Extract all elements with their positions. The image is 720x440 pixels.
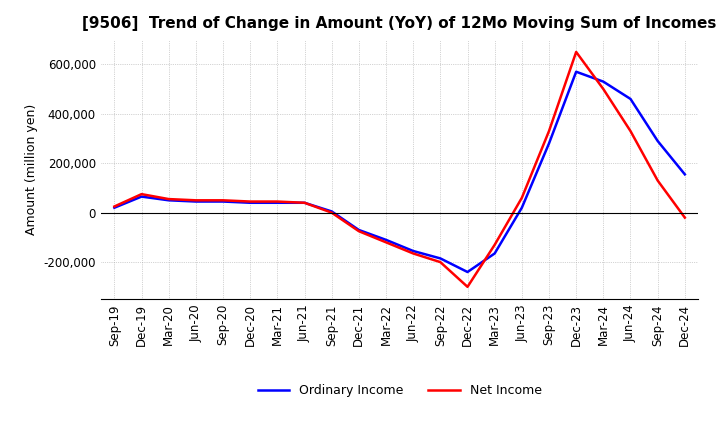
- Net Income: [436, 260, 445, 265]
- Net Income: [680, 215, 689, 220]
- Line: Net Income: Net Income: [114, 52, 685, 287]
- Net Income: [572, 49, 580, 55]
- Net Income: [219, 198, 228, 203]
- Net Income: [246, 199, 255, 204]
- Net Income: [653, 178, 662, 183]
- Ordinary Income: [273, 200, 282, 205]
- Net Income: [300, 200, 309, 205]
- Net Income: [192, 198, 200, 203]
- Ordinary Income: [354, 227, 363, 233]
- Ordinary Income: [436, 256, 445, 261]
- Ordinary Income: [653, 138, 662, 143]
- Net Income: [328, 210, 336, 215]
- Ordinary Income: [138, 194, 146, 199]
- Net Income: [490, 242, 499, 247]
- Net Income: [164, 196, 173, 202]
- Ordinary Income: [463, 269, 472, 275]
- Ordinary Income: [192, 199, 200, 204]
- Ordinary Income: [572, 69, 580, 74]
- Net Income: [545, 128, 554, 134]
- Ordinary Income: [219, 199, 228, 204]
- Ordinary Income: [246, 200, 255, 205]
- Ordinary Income: [382, 237, 390, 242]
- Ordinary Income: [409, 248, 418, 253]
- Net Income: [626, 128, 635, 134]
- Ordinary Income: [328, 209, 336, 214]
- Net Income: [518, 195, 526, 201]
- Ordinary Income: [599, 79, 608, 84]
- Net Income: [110, 204, 119, 209]
- Net Income: [273, 199, 282, 204]
- Net Income: [354, 228, 363, 234]
- Ordinary Income: [300, 200, 309, 205]
- Line: Ordinary Income: Ordinary Income: [114, 72, 685, 272]
- Ordinary Income: [490, 251, 499, 256]
- Ordinary Income: [518, 205, 526, 210]
- Ordinary Income: [110, 205, 119, 210]
- Ordinary Income: [164, 198, 173, 203]
- Ordinary Income: [626, 96, 635, 102]
- Ordinary Income: [680, 172, 689, 177]
- Net Income: [463, 284, 472, 290]
- Y-axis label: Amount (million yen): Amount (million yen): [25, 104, 38, 235]
- Net Income: [138, 191, 146, 197]
- Ordinary Income: [545, 141, 554, 146]
- Net Income: [382, 240, 390, 245]
- Title: [9506]  Trend of Change in Amount (YoY) of 12Mo Moving Sum of Incomes: [9506] Trend of Change in Amount (YoY) o…: [82, 16, 717, 32]
- Legend: Ordinary Income, Net Income: Ordinary Income, Net Income: [253, 379, 546, 402]
- Net Income: [409, 251, 418, 256]
- Net Income: [599, 86, 608, 92]
